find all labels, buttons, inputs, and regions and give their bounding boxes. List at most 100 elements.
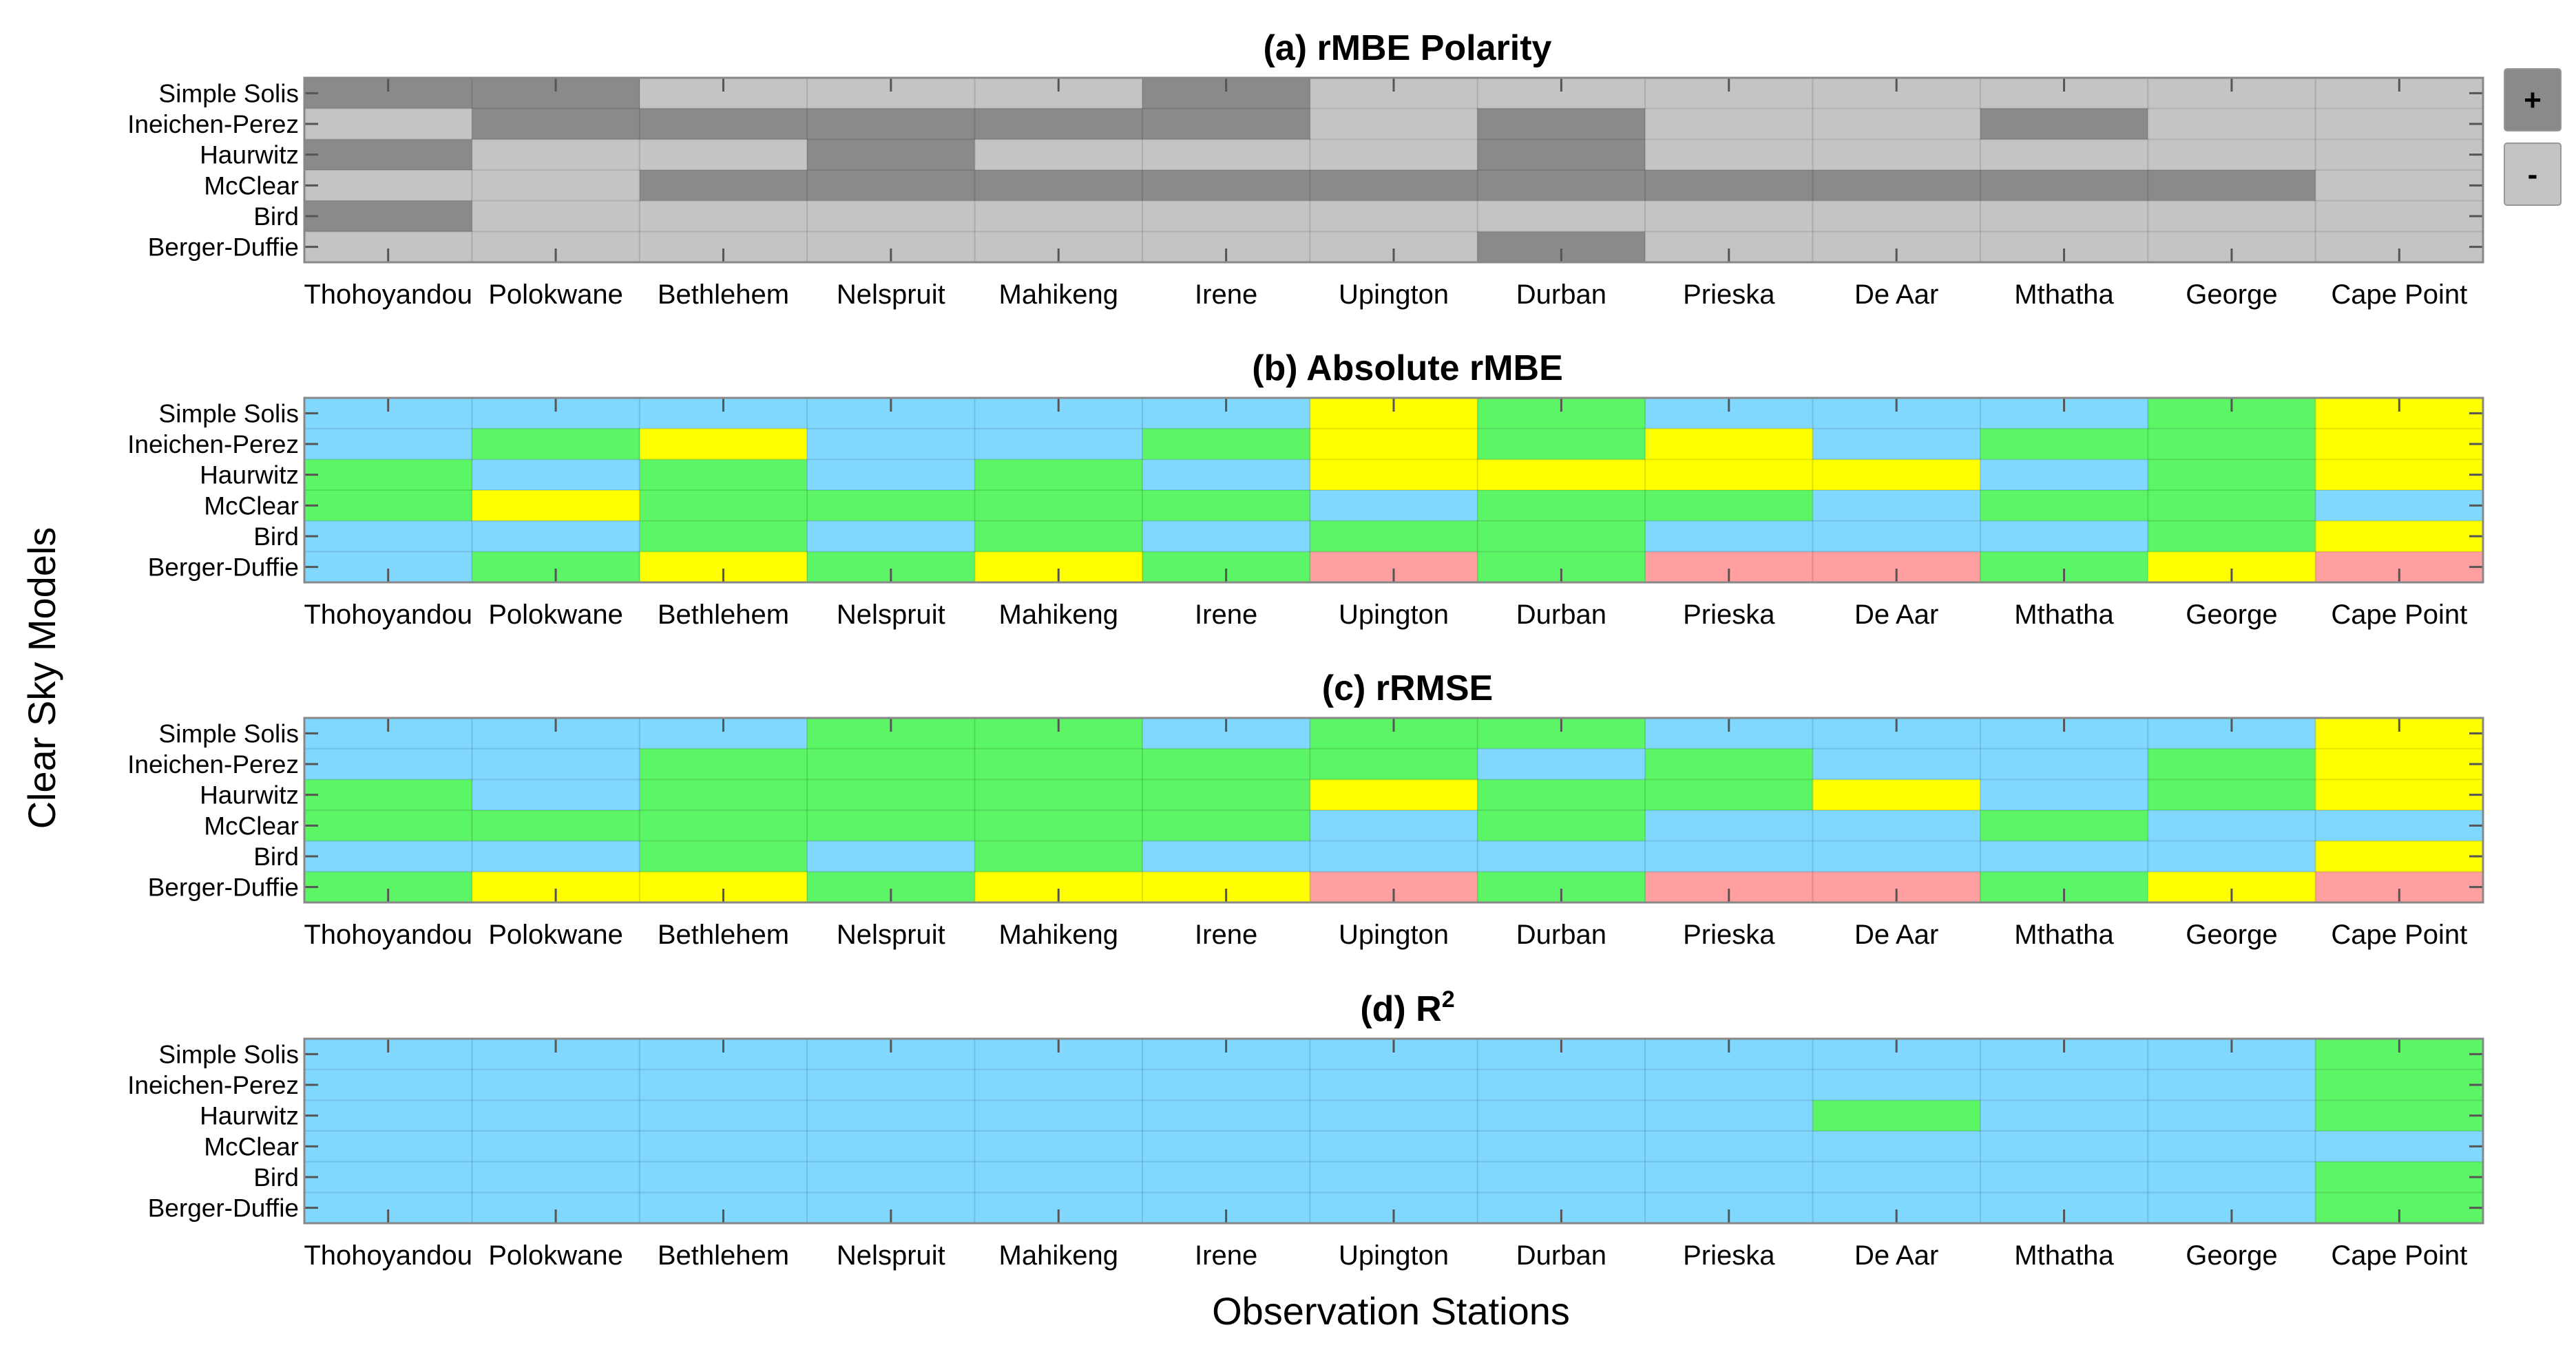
heatmap-cell bbox=[2148, 520, 2316, 552]
column-label: Irene bbox=[1195, 920, 1257, 950]
column-label: De Aar bbox=[1854, 920, 1938, 950]
row-label: Berger-Duffie bbox=[148, 553, 299, 582]
heatmap-cell bbox=[1812, 779, 1981, 811]
heatmap-cell bbox=[472, 779, 640, 811]
heatmap-cell bbox=[1645, 1069, 1814, 1101]
heatmap-cell bbox=[304, 139, 472, 171]
panel-title-superscript: 2 bbox=[1442, 986, 1455, 1013]
heatmap-cell bbox=[472, 490, 640, 522]
heatmap-cell bbox=[2315, 520, 2484, 552]
column-label: Mthatha bbox=[2014, 279, 2114, 310]
column-label: Mahikeng bbox=[999, 600, 1118, 630]
heatmap-cell bbox=[1645, 1100, 1814, 1132]
column-label: Polokwane bbox=[488, 279, 623, 310]
row-label: Berger-Duffie bbox=[148, 233, 299, 262]
column-label: Cape Point bbox=[2331, 279, 2467, 310]
row-label: Simple Solis bbox=[158, 79, 299, 107]
heatmap-cell bbox=[1310, 520, 1478, 552]
heatmap-cell bbox=[1980, 810, 2148, 842]
heatmap-cell bbox=[1812, 170, 1981, 202]
heatmap-cell bbox=[472, 810, 640, 842]
heatmap-cell bbox=[2315, 779, 2484, 811]
column-label: Irene bbox=[1195, 600, 1257, 630]
heatmap-cell bbox=[1477, 428, 1646, 460]
heatmap-cell bbox=[974, 459, 1143, 491]
heatmap-cell bbox=[1477, 748, 1646, 780]
heatmap-cell bbox=[472, 428, 640, 460]
heatmap-cell bbox=[2315, 170, 2484, 202]
heatmap-cell bbox=[639, 108, 808, 140]
heatmap-cell bbox=[1142, 779, 1310, 811]
column-label: Upington bbox=[1339, 279, 1449, 310]
column-label: Cape Point bbox=[2331, 600, 2467, 630]
column-label: De Aar bbox=[1854, 600, 1938, 630]
heatmap-cell bbox=[1310, 1100, 1478, 1132]
heatmap-cell bbox=[807, 108, 976, 140]
heatmap-cell bbox=[1980, 108, 2148, 140]
heatmap-cell bbox=[1980, 139, 2148, 171]
heatmap-cell bbox=[2148, 1131, 2316, 1163]
heatmap-cell bbox=[1310, 459, 1478, 491]
x-axis-label: Observation Stations bbox=[1212, 1289, 1570, 1333]
heatmap-cell bbox=[1477, 840, 1646, 872]
heatmap-cell bbox=[2148, 170, 2316, 202]
heatmap-cell bbox=[1310, 200, 1478, 232]
column-label: Nelspruit bbox=[837, 920, 945, 950]
heatmap-cell bbox=[1142, 748, 1310, 780]
heatmap-cell bbox=[2148, 810, 2316, 842]
y-axis-label: Clear Sky Models bbox=[20, 527, 63, 829]
heatmap-cell bbox=[472, 459, 640, 491]
row-label: McClear bbox=[204, 171, 299, 200]
heatmap-cell bbox=[1142, 1131, 1310, 1163]
heatmap-cell bbox=[304, 810, 472, 842]
heatmap-cell bbox=[1142, 170, 1310, 202]
column-label: Thohoyandou bbox=[304, 920, 472, 950]
heatmap-cell bbox=[1980, 170, 2148, 202]
heatmap-cell bbox=[304, 779, 472, 811]
heatmap-cell bbox=[807, 1100, 976, 1132]
row-label: Bird bbox=[253, 1163, 299, 1192]
heatmap-cell bbox=[639, 1069, 808, 1101]
column-label: Prieska bbox=[1683, 600, 1775, 630]
heatmap-cell bbox=[2148, 139, 2316, 171]
heatmap-cell bbox=[1645, 200, 1814, 232]
heatmap-cell bbox=[2315, 748, 2484, 780]
row-label: Ineichen-Perez bbox=[127, 430, 299, 458]
heatmap-cell bbox=[1310, 490, 1478, 522]
heatmap-cell bbox=[304, 459, 472, 491]
row-label: Bird bbox=[253, 522, 299, 551]
heatmap-cell bbox=[1477, 1069, 1646, 1101]
heatmap-cell bbox=[1812, 1100, 1981, 1132]
row-label: Berger-Duffie bbox=[148, 874, 299, 902]
heatmap-cell bbox=[304, 200, 472, 232]
column-label: Upington bbox=[1339, 1240, 1449, 1271]
row-label: McClear bbox=[204, 491, 299, 520]
heatmap-cell bbox=[304, 748, 472, 780]
heatmap-cell bbox=[472, 139, 640, 171]
heatmap-cell bbox=[1310, 810, 1478, 842]
column-label: Bethlehem bbox=[658, 920, 789, 950]
heatmap-cell bbox=[1812, 108, 1981, 140]
legend-label: + bbox=[2524, 83, 2542, 117]
column-label: Thohoyandou bbox=[304, 1240, 472, 1271]
row-label: Ineichen-Perez bbox=[127, 750, 299, 779]
heatmap-cell bbox=[1980, 1131, 2148, 1163]
heatmap-cell bbox=[472, 200, 640, 232]
heatmap-cell bbox=[472, 1069, 640, 1101]
column-label: Thohoyandou bbox=[304, 600, 472, 630]
heatmap-cell bbox=[974, 428, 1143, 460]
heatmap-cell bbox=[639, 520, 808, 552]
heatmap-cell bbox=[1310, 108, 1478, 140]
heatmap-cell bbox=[2148, 1161, 2316, 1193]
column-label: Cape Point bbox=[2331, 920, 2467, 950]
column-label: Durban bbox=[1516, 1240, 1606, 1271]
heatmap-cell bbox=[639, 1131, 808, 1163]
heatmap-cell bbox=[2315, 1100, 2484, 1132]
column-label: Durban bbox=[1516, 279, 1606, 310]
heatmap-cell bbox=[1142, 428, 1310, 460]
column-label: Irene bbox=[1195, 279, 1257, 310]
heatmap-cell bbox=[2315, 810, 2484, 842]
heatmap-cell bbox=[807, 139, 976, 171]
heatmap-cell bbox=[2315, 840, 2484, 872]
